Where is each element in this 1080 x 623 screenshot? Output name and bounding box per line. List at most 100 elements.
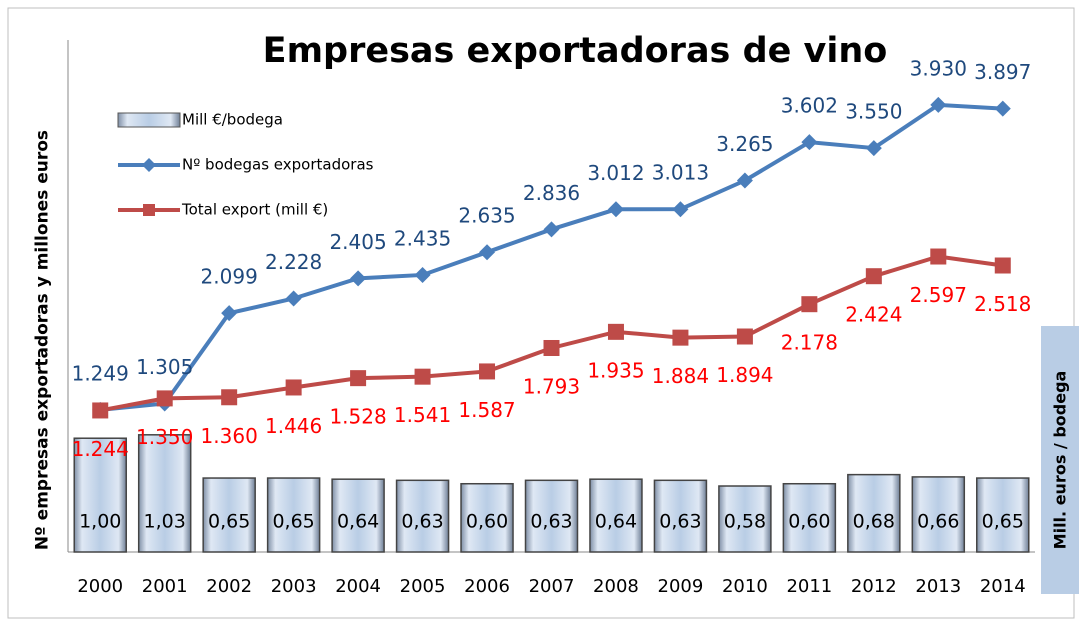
marker — [285, 379, 302, 396]
data-label: 1.541 — [394, 403, 451, 427]
y-axis-label: Nº empresas exportadoras y millones euro… — [32, 129, 53, 551]
marker — [350, 370, 367, 387]
data-label: 0,64 — [595, 511, 637, 533]
marker — [994, 100, 1011, 117]
marker — [221, 389, 238, 406]
x-tick-label: 2005 — [400, 576, 446, 597]
bar — [976, 477, 1030, 553]
data-label: 2.836 — [523, 181, 580, 205]
legend-swatch — [117, 112, 181, 128]
x-tick-label: 2001 — [142, 576, 188, 597]
marker — [672, 201, 689, 218]
data-label: 1.350 — [136, 425, 193, 449]
data-label: 0,65 — [208, 511, 250, 533]
legend-label: Total export (mill €) — [181, 201, 328, 219]
legend-label: Nº bodegas exportadoras — [182, 156, 374, 174]
data-label: 1,00 — [79, 511, 121, 533]
data-label: 0,65 — [982, 511, 1024, 533]
marker — [479, 244, 496, 261]
data-label: 2.597 — [910, 283, 967, 307]
marker — [930, 248, 947, 265]
bar — [718, 485, 772, 553]
data-label: 2.518 — [974, 292, 1031, 316]
x-tick-label: 2008 — [593, 576, 639, 597]
data-label: 2.228 — [265, 250, 322, 274]
marker — [543, 221, 560, 238]
y2-label-box: Mill. euros / bodega — [1041, 326, 1079, 594]
data-label: 0,64 — [337, 511, 379, 533]
marker — [221, 305, 238, 322]
data-label: 0,60 — [788, 511, 830, 533]
data-label: 0,66 — [917, 511, 959, 533]
data-label: 2.635 — [458, 204, 515, 228]
data-label: 2.424 — [845, 303, 902, 327]
data-label: 3.930 — [910, 56, 967, 80]
bar — [137, 434, 192, 553]
data-label: 0,60 — [466, 511, 508, 533]
data-label: 3.013 — [652, 161, 709, 185]
bar — [395, 479, 450, 553]
marker — [865, 268, 882, 285]
data-label: 0,65 — [272, 511, 314, 533]
bar — [73, 437, 127, 553]
bar — [331, 478, 385, 553]
data-label: 1.249 — [72, 361, 129, 385]
legend-marker — [142, 158, 156, 172]
bar — [911, 476, 966, 553]
bar — [653, 479, 708, 553]
x-tick-label: 2003 — [271, 576, 317, 597]
x-tick-label: 2006 — [464, 576, 510, 597]
marker — [414, 266, 431, 283]
data-label: 3.265 — [716, 132, 773, 156]
bar — [589, 478, 643, 553]
data-label: 2.435 — [394, 226, 451, 250]
x-tick-label: 2007 — [529, 576, 575, 597]
data-label: 1.528 — [329, 405, 386, 429]
marker — [930, 96, 947, 113]
x-tick-label: 2009 — [658, 576, 704, 597]
marker — [350, 270, 367, 287]
marker — [414, 368, 431, 385]
marker — [801, 296, 818, 313]
data-label: 1.935 — [587, 358, 644, 382]
marker — [156, 390, 173, 407]
marker — [801, 134, 818, 151]
x-tick-label: 2014 — [980, 576, 1026, 597]
data-label: 1.884 — [652, 364, 709, 388]
marker — [736, 328, 753, 345]
data-label: 0,63 — [530, 511, 572, 533]
x-tick-label: 2000 — [77, 576, 123, 597]
x-tick-label: 2012 — [851, 576, 897, 597]
x-tick-label: 2010 — [722, 576, 768, 597]
data-label: 0,63 — [401, 511, 443, 533]
marker — [865, 140, 882, 157]
data-label: 1.244 — [72, 437, 129, 461]
bar — [460, 482, 514, 553]
legend-label: Mill €/bodega — [182, 111, 283, 129]
bar — [266, 477, 321, 553]
data-label: 0,68 — [853, 511, 895, 533]
marker — [607, 201, 624, 218]
x-tick-label: 2004 — [335, 576, 381, 597]
data-label: 1.446 — [265, 414, 322, 438]
chart-title: Empresas exportadoras de vino — [263, 31, 888, 71]
legend-marker — [143, 204, 155, 216]
data-label: 1.587 — [458, 398, 515, 422]
bar — [847, 473, 901, 553]
marker — [994, 257, 1011, 274]
data-label: 1.360 — [201, 424, 258, 448]
x-tick-label: 2013 — [915, 576, 961, 597]
data-label: 1.305 — [136, 355, 193, 379]
marker — [479, 363, 496, 380]
data-label: 1,03 — [144, 511, 186, 533]
bar — [202, 477, 256, 553]
data-label: 1.793 — [523, 374, 580, 398]
marker — [285, 290, 302, 307]
data-label: 2.405 — [329, 230, 386, 254]
marker — [543, 339, 560, 356]
data-label: 3.897 — [974, 60, 1031, 84]
data-label: 1.894 — [716, 363, 773, 387]
data-label: 0,63 — [659, 511, 701, 533]
marker — [92, 402, 109, 419]
